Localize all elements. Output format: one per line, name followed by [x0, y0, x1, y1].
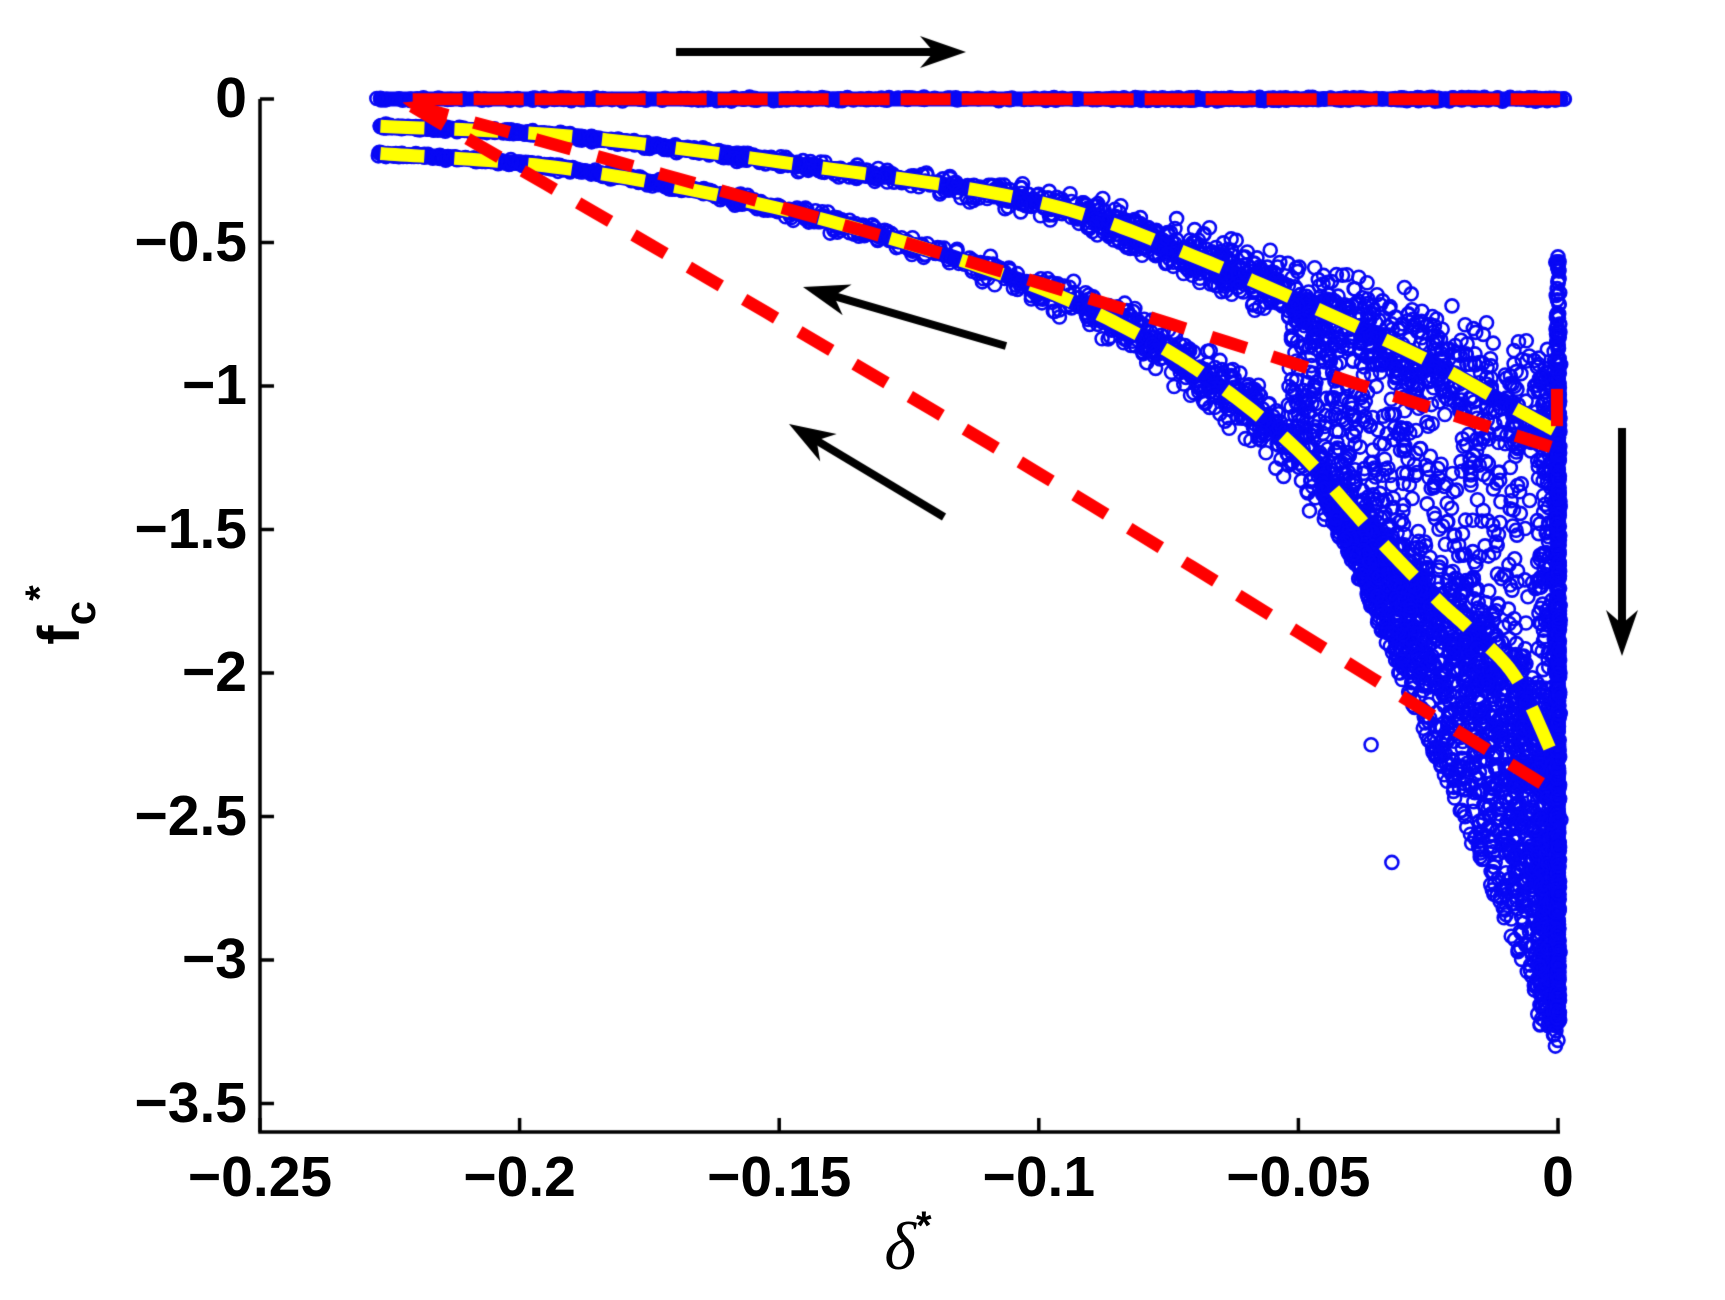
plot-canvas	[0, 0, 1725, 1300]
figure-root: δ* fc* 0 −0.5 −1 −1.5 −2 −2.5 −3 −3.5 −0.25 −0.2−…	[0, 0, 1725, 1300]
